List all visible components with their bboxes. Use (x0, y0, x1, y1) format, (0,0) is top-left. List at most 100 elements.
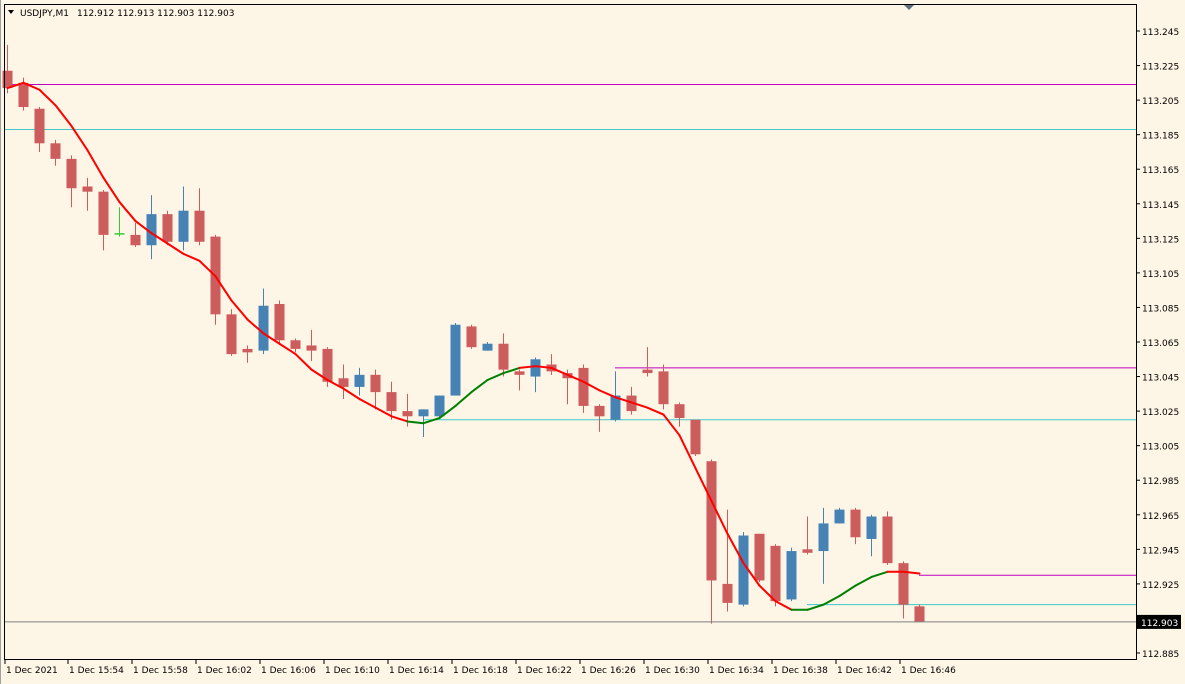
ma-segment (726, 532, 745, 565)
x-tick-label: 1 Dec 16:26 (581, 666, 636, 676)
ma-segment (518, 365, 537, 369)
x-tick-label: 1 Dec 16:10 (325, 666, 380, 676)
y-tick-label: 113.245 (1142, 28, 1179, 38)
y-tick-label: 112.945 (1142, 546, 1179, 556)
candle (242, 345, 253, 363)
x-tick-label: 1 Dec 16:06 (261, 666, 316, 676)
candle-body (578, 367, 589, 406)
y-tick-label: 112.885 (1142, 650, 1179, 660)
ma-segment (70, 125, 89, 152)
candle (34, 107, 45, 152)
candle-body (594, 405, 605, 417)
candle (450, 322, 461, 396)
candle-body (706, 461, 717, 581)
candle-body (850, 509, 861, 538)
ma-segment (630, 401, 649, 409)
x-tick-label: 1 Dec 16:46 (901, 666, 956, 676)
current-price-value: 112.903 (1141, 619, 1178, 629)
ma-segment (374, 406, 393, 418)
ma-segment (294, 353, 313, 371)
candle (178, 186, 189, 251)
candle (98, 189, 109, 251)
candle-body (482, 343, 493, 351)
moving-average-layer (6, 81, 921, 611)
candle-body (370, 374, 381, 393)
ma-segment (854, 575, 873, 587)
ma-segment (870, 570, 889, 578)
candle-body (658, 371, 669, 405)
candle (818, 507, 829, 584)
y-tick-label: 113.025 (1142, 408, 1179, 418)
candle-body (770, 545, 781, 602)
candle-body (18, 82, 29, 108)
candle-body (818, 523, 829, 552)
y-tick-label: 113.225 (1142, 63, 1179, 73)
candle (50, 139, 61, 166)
candle (850, 507, 861, 545)
candle (2, 44, 13, 94)
candle-body (434, 395, 445, 417)
candle (802, 516, 813, 555)
y-tick-label: 113.185 (1142, 132, 1179, 142)
candle (338, 364, 349, 400)
ma-segment (54, 104, 73, 128)
ma-segment (102, 176, 121, 204)
y-tick-label: 113.065 (1142, 339, 1179, 349)
ma-segment (838, 584, 857, 597)
candle (594, 404, 605, 432)
y-tick-label: 113.045 (1142, 374, 1179, 384)
ohlc-values: 112.912 112.913 112.903 112.903 (77, 9, 234, 19)
candle (482, 342, 493, 351)
shift-marker-icon[interactable] (904, 5, 914, 10)
candle-body (178, 210, 189, 242)
candle-body (386, 392, 397, 412)
candle-body (722, 583, 733, 603)
ma-segment (246, 318, 265, 335)
y-tick-label: 112.925 (1142, 581, 1179, 591)
candle-body (898, 563, 909, 605)
ma-segment (822, 594, 841, 606)
candle-body (98, 191, 109, 235)
ma-segment (278, 342, 297, 356)
candle-body (34, 108, 45, 144)
plot-frame (4, 4, 1137, 660)
candle-body (802, 549, 813, 553)
candle-body (242, 348, 253, 353)
ma-segment (166, 242, 185, 255)
candle-body (114, 233, 125, 235)
candle (658, 364, 669, 410)
ma-segment (422, 417, 441, 425)
symbol-label: USDJPY,M1 (20, 9, 69, 19)
x-tick-label: 1 Dec 16:18 (453, 666, 508, 676)
ma-segment (342, 387, 361, 401)
candle (466, 324, 477, 349)
ma-segment (758, 584, 777, 603)
candle-body (914, 606, 925, 622)
candle (866, 514, 877, 557)
candle-body (882, 516, 893, 564)
ma-segment (406, 420, 425, 425)
candle-body (466, 326, 477, 348)
candle (530, 357, 541, 393)
ma-segment (22, 81, 41, 91)
candle-body (354, 374, 365, 387)
y-tick-label: 113.125 (1142, 235, 1179, 245)
candle-body (530, 359, 541, 377)
ma-segment (550, 366, 569, 376)
ma-segment (326, 379, 345, 390)
candle-body (194, 210, 205, 242)
ma-segment (358, 398, 377, 409)
candle-body (130, 234, 141, 246)
ma-segment (502, 366, 521, 375)
ma-segment (150, 232, 169, 245)
candle (834, 507, 845, 524)
chart-menu-arrow-icon[interactable] (8, 10, 14, 14)
x-tick-label: 1 Dec 16:38 (773, 666, 828, 676)
x-tick-label: 1 Dec 16:14 (389, 666, 444, 676)
candle (114, 207, 125, 237)
candle (66, 155, 77, 208)
candle-body (610, 395, 621, 420)
candle (194, 188, 205, 246)
